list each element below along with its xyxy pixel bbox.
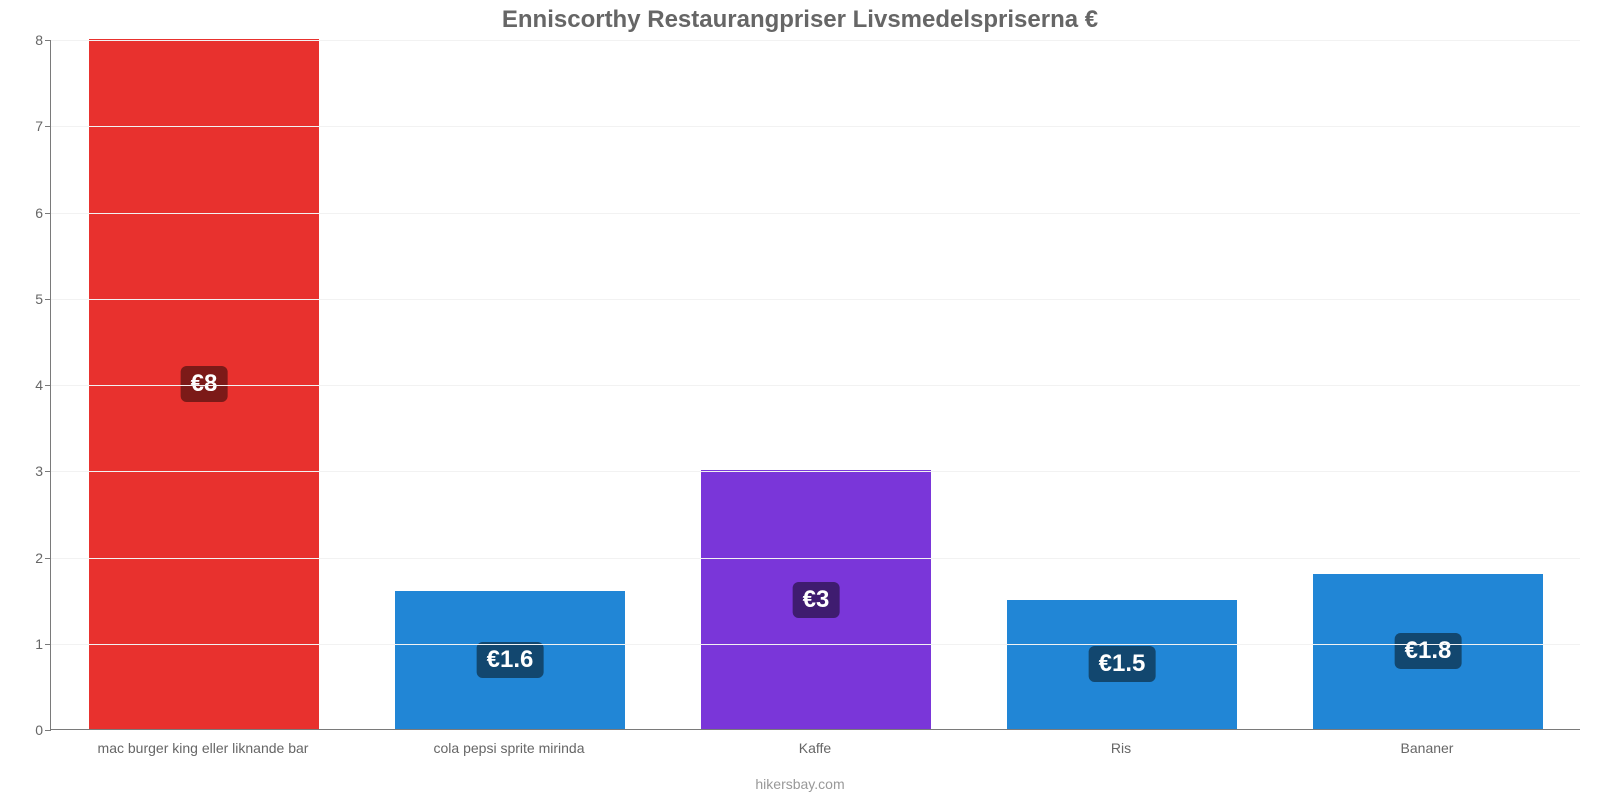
bar: €1.8 — [1313, 574, 1543, 729]
y-tick — [45, 213, 51, 214]
y-tick — [45, 385, 51, 386]
gridline — [51, 299, 1580, 300]
y-tick — [45, 471, 51, 472]
chart-caption: hikersbay.com — [0, 776, 1600, 792]
y-axis-label: 3 — [9, 463, 43, 479]
y-axis-label: 7 — [9, 118, 43, 134]
y-tick — [45, 126, 51, 127]
y-axis-label: 2 — [9, 550, 43, 566]
x-axis-label: Kaffe — [799, 740, 831, 756]
y-tick — [45, 644, 51, 645]
value-badge: €8 — [181, 366, 228, 402]
plot-area: €8€1.6€3€1.5€1.8 012345678 — [50, 40, 1580, 730]
value-badge: €3 — [793, 582, 840, 618]
y-axis-label: 6 — [9, 205, 43, 221]
gridline — [51, 213, 1580, 214]
x-axis-label: Bananer — [1401, 740, 1454, 756]
gridline — [51, 40, 1580, 41]
bar: €8 — [89, 39, 319, 729]
value-badge: €1.6 — [477, 642, 544, 678]
y-axis-label: 0 — [9, 722, 43, 738]
value-badge: €1.5 — [1089, 646, 1156, 682]
y-axis-label: 8 — [9, 32, 43, 48]
y-tick — [45, 299, 51, 300]
y-tick — [45, 558, 51, 559]
gridline — [51, 126, 1580, 127]
gridline — [51, 644, 1580, 645]
bar: €1.6 — [395, 591, 625, 729]
y-axis-label: 4 — [9, 377, 43, 393]
bar: €1.5 — [1007, 600, 1237, 729]
chart-title: Enniscorthy Restaurangpriser Livsmedelsp… — [0, 6, 1600, 34]
price-bar-chart: Enniscorthy Restaurangpriser Livsmedelsp… — [0, 0, 1600, 800]
y-axis-label: 5 — [9, 291, 43, 307]
x-axis-label: cola pepsi sprite mirinda — [434, 740, 585, 756]
value-badge: €1.8 — [1395, 633, 1462, 669]
y-tick — [45, 730, 51, 731]
bar: €3 — [701, 470, 931, 729]
y-axis-label: 1 — [9, 636, 43, 652]
gridline — [51, 558, 1580, 559]
x-axis-label: mac burger king eller liknande bar — [98, 740, 309, 756]
gridline — [51, 471, 1580, 472]
x-axis-label: Ris — [1111, 740, 1131, 756]
y-tick — [45, 40, 51, 41]
gridline — [51, 385, 1580, 386]
